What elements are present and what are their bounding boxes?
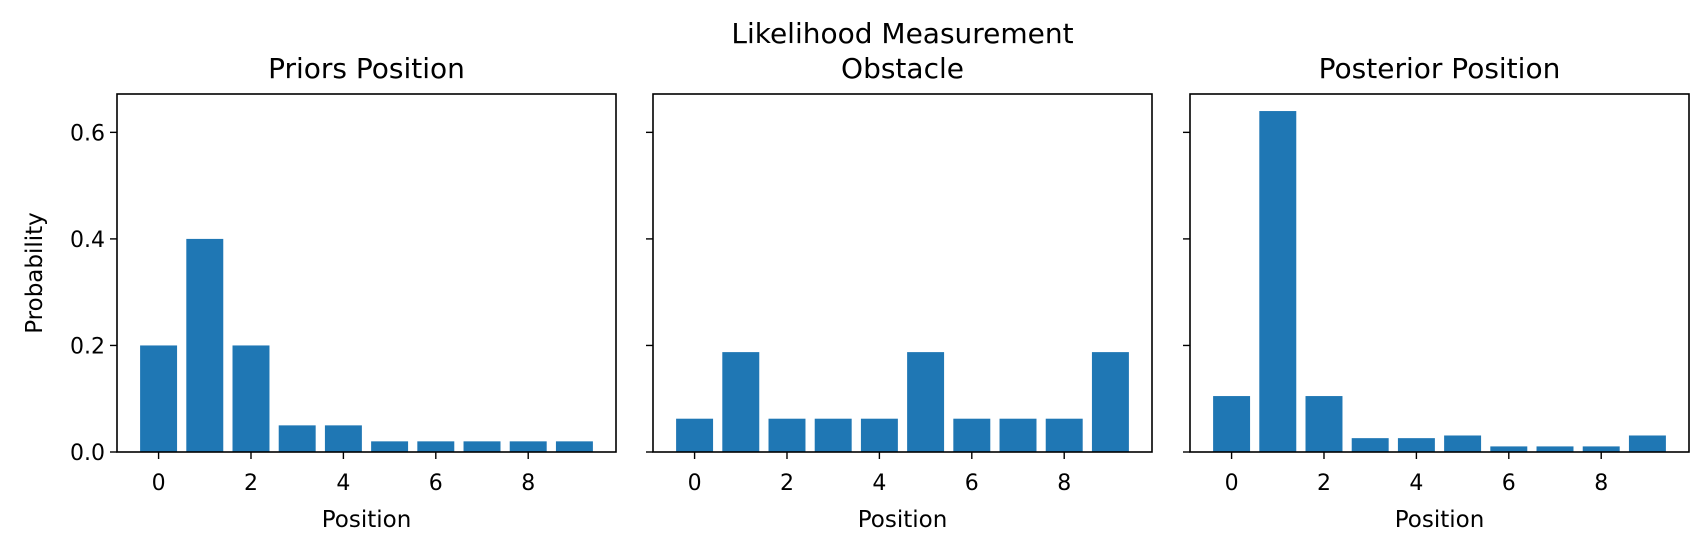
bar-3 [1351, 438, 1389, 452]
x-tick-label: 0 [152, 471, 166, 496]
x-tick-label: 6 [965, 471, 979, 496]
y-tick-label: 0.0 [70, 441, 105, 466]
bar-7 [463, 441, 501, 452]
bar-4 [860, 418, 898, 452]
x-tick-label: 0 [1225, 471, 1239, 496]
subplot-1: 0 2 4 6 8 0.0 0.2 0.4 0.6 Priors Position Position… [22, 52, 617, 533]
bar-7 [999, 418, 1037, 452]
subplot-title: Obstacle [841, 52, 964, 85]
axes-frame [116, 93, 617, 453]
x-tick-label: 4 [1409, 471, 1423, 496]
x-tick-label: 2 [780, 471, 794, 496]
bar-5 [1444, 435, 1482, 452]
subplot-title: Priors Position [268, 52, 465, 85]
bar-1 [722, 352, 760, 452]
subplot-3: 0 2 4 6 8 Posterior Position Position [1183, 52, 1690, 533]
bar-0 [676, 418, 714, 452]
bar-2 [1305, 396, 1343, 452]
x-tick-label: 4 [872, 471, 886, 496]
x-axis-label: Position [322, 507, 412, 533]
bar-0 [140, 345, 178, 452]
y-tick-label: 0.2 [70, 334, 105, 359]
bar-8 [1582, 446, 1620, 452]
x-tick-label: 8 [1057, 471, 1071, 496]
x-axis-label: Position [858, 507, 948, 533]
bar-9 [1091, 352, 1129, 452]
axes-frame [1189, 93, 1690, 453]
bar-8 [509, 441, 547, 452]
subplot-title: Posterior Position [1319, 52, 1561, 85]
bar-9 [555, 441, 593, 452]
bar-7 [1536, 446, 1574, 452]
y-axis-label: Probability [22, 212, 48, 334]
bar-5 [907, 352, 945, 452]
bar-6 [1490, 446, 1528, 452]
bar-2 [768, 418, 806, 452]
bar-3 [278, 425, 316, 452]
bar-5 [371, 441, 409, 452]
x-tick-label: 4 [336, 471, 350, 496]
x-tick-label: 8 [521, 471, 535, 496]
bar-0 [1213, 396, 1251, 452]
subplot-title: Likelihood Measurement [731, 17, 1073, 50]
bar-2 [232, 345, 270, 452]
x-tick-label: 2 [244, 471, 258, 496]
y-tick-label: 0.4 [70, 228, 105, 253]
bar-6 [953, 418, 991, 452]
x-tick-label: 8 [1594, 471, 1608, 496]
x-tick-label: 6 [1502, 471, 1516, 496]
x-axis-label: Position [1395, 507, 1485, 533]
x-tick-label: 6 [429, 471, 443, 496]
x-tick-label: 2 [1317, 471, 1331, 496]
bar-8 [1045, 418, 1083, 452]
bar-9 [1628, 435, 1666, 452]
bar-1 [1259, 111, 1297, 453]
bar-1 [186, 238, 224, 452]
bar-4 [324, 425, 362, 452]
bar-4 [1397, 438, 1435, 452]
x-tick-label: 0 [688, 471, 702, 496]
y-tick-label: 0.6 [70, 121, 105, 146]
bar-6 [417, 441, 455, 452]
axes-frame [652, 93, 1153, 453]
bar-3 [814, 418, 852, 452]
